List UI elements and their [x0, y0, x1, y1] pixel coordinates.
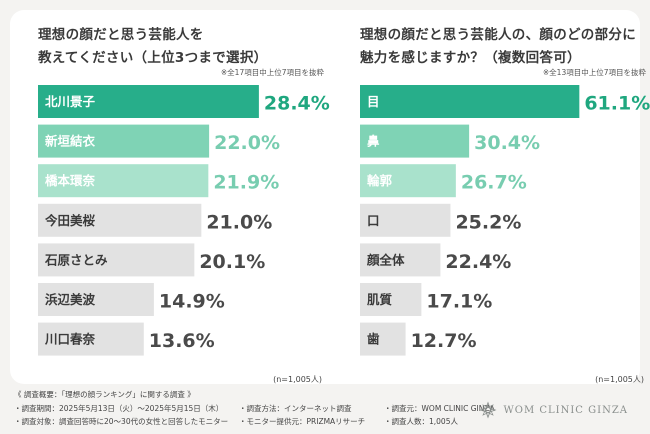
category-label: 新垣結衣 — [45, 134, 96, 149]
respondents-celebrity: (n=1,005人) — [273, 375, 322, 384]
category-label: 肌質 — [366, 292, 393, 307]
category-label: 目 — [367, 94, 380, 109]
chart-title-celebrity: 理想の顔だと思う芸能人を 教えてください（上位3つまで選択） — [38, 24, 328, 70]
lotus-logo-icon — [479, 401, 497, 419]
category-label: 川口春奈 — [44, 332, 96, 347]
chart-card: 理想の顔だと思う芸能人を 教えてください（上位3つまで選択） ※全17項目中上位… — [10, 10, 650, 384]
bar-1 — [360, 85, 580, 118]
category-label: 輪郭 — [367, 173, 393, 188]
bar-7 — [360, 322, 406, 356]
survey-method: ・調査方法：インターネット調査 — [239, 403, 352, 413]
value-label: 14.9% — [159, 291, 225, 313]
survey-count: ・調査人数：1,005人 — [384, 417, 458, 426]
category-label: 口 — [367, 213, 380, 228]
survey-row-1: ・調査期間：2025年5月13日（火）〜2025年5月15日（木） ・調査方法：… — [14, 402, 514, 416]
title-line-2: 教えてください（上位3つまで選択） — [38, 50, 268, 66]
value-label: 13.6% — [149, 330, 215, 352]
bar-5 — [38, 243, 195, 277]
value-label: 22.4% — [445, 251, 511, 273]
bar-1 — [38, 85, 259, 118]
survey-heading: 《 調査概要：「理想の顔ランキング」に関する調査 》 — [14, 390, 195, 399]
bar-5 — [360, 243, 441, 277]
survey-provider: ・モニター提供元：PRIZMAリサーチ — [239, 417, 366, 426]
value-label: 26.7% — [461, 172, 527, 194]
bar-4 — [360, 203, 451, 237]
value-label: 61.1% — [584, 93, 650, 115]
chart-note-celebrity: ※全17項目中上位7項目を抜粋 — [220, 68, 324, 77]
bar-2 — [38, 124, 210, 158]
category-label: 鼻 — [367, 134, 380, 149]
category-label: 浜辺美波 — [45, 292, 96, 307]
bar-4 — [38, 203, 202, 237]
category-label: 歯 — [367, 332, 380, 347]
value-label: 17.1% — [426, 291, 492, 313]
title-line-2: 魅力を感じますか？（複数回答可） — [360, 50, 581, 66]
bar-6 — [360, 283, 422, 316]
value-label: 30.4% — [474, 132, 540, 154]
value-label: 22.0% — [214, 132, 280, 154]
value-label: 21.9% — [213, 172, 279, 194]
value-label: 20.1% — [199, 251, 265, 273]
category-label: 橋本環奈 — [45, 173, 96, 188]
value-label: 12.7% — [411, 330, 477, 352]
survey-period: ・調査期間：2025年5月13日（火）〜2025年5月15日（木） — [14, 403, 224, 413]
category-label: 今田美桜 — [44, 213, 96, 228]
value-label: 28.4% — [264, 93, 330, 115]
survey-target: ・調査対象：調査回答時に20〜30代の女性と回答したモニター — [14, 417, 229, 426]
brand-logo: WOM CLINIC GINZA — [479, 401, 628, 419]
value-label: 21.0% — [206, 211, 272, 233]
category-label: 顔全体 — [366, 252, 405, 267]
panel-celebrity: 理想の顔だと思う芸能人を 教えてください（上位3つまで選択） ※全17項目中上位… — [28, 10, 330, 384]
bar-6 — [38, 283, 154, 316]
bar-2 — [360, 124, 470, 158]
category-label: 石原さとみ — [44, 252, 108, 267]
title-line-1: 理想の顔だと思う芸能人の、顔のどの部分に — [360, 27, 636, 43]
title-line-1: 理想の顔だと思う芸能人を — [38, 27, 204, 43]
bar-7 — [38, 322, 144, 356]
survey-summary: 《 調査概要：「理想の顔ランキング」に関する調査 》 ・調査期間：2025年5月… — [14, 388, 514, 429]
chart-title-face-part: 理想の顔だと思う芸能人の、顔のどの部分に 魅力を感じますか？（複数回答可） — [360, 24, 650, 70]
respondents-face-part: (n=1,005人) — [595, 375, 644, 384]
survey-row-2: ・調査対象：調査回答時に20〜30代の女性と回答したモニター ・モニター提供元：… — [14, 415, 514, 429]
value-label: 25.2% — [455, 211, 521, 233]
survey-organizer: ・調査元：WOM CLINIC GINZA — [384, 403, 495, 413]
chart-note-face-part: ※全13項目中上位7項目を抜粋 — [542, 68, 646, 77]
bar-3 — [360, 164, 456, 198]
bar-chart-face-part: 目 61.1% 鼻 30.4% 輪郭 26.7% 口 25.2% 顔全体 22.4% 肌質 17.1%… — [360, 85, 650, 356]
bar-chart-celebrity: 北川景子 28.4% 新垣結衣 22.0% 橋本環奈 21.9% 今田美桜 21.0% 石原さと… — [38, 85, 330, 356]
brand-name: WOM CLINIC GINZA — [503, 404, 628, 416]
category-label: 北川景子 — [45, 94, 96, 109]
panel-face-part: 理想の顔だと思う芸能人の、顔のどの部分に 魅力を感じますか？（複数回答可） ※全… — [350, 10, 650, 384]
bar-3 — [38, 164, 209, 198]
